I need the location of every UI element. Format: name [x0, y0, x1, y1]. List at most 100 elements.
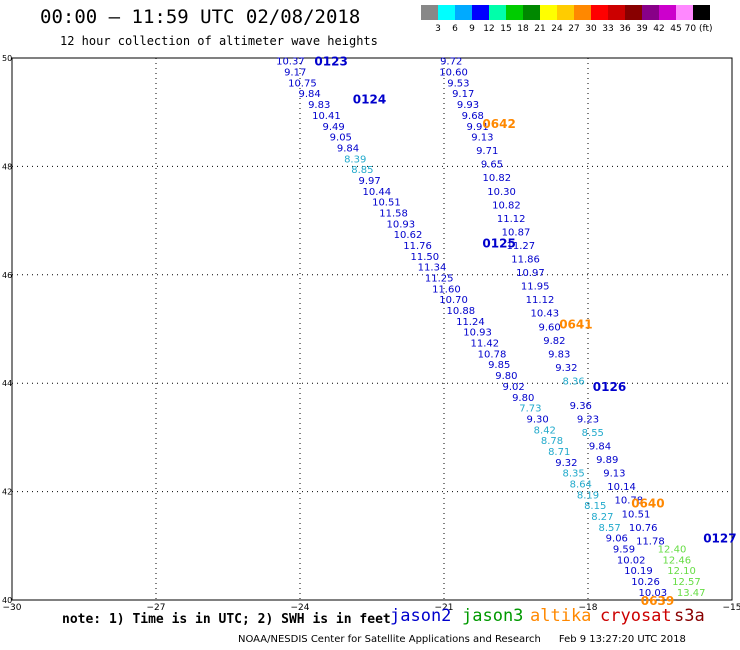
colorbar-label: 21: [534, 24, 546, 34]
pass-id-label: 0639: [641, 594, 674, 608]
legend-jason3: jason3: [462, 606, 524, 626]
swh-value-label: 9.72: [440, 57, 462, 68]
colorbar-swatch: [591, 5, 608, 20]
swh-value-label: 10.14: [607, 482, 636, 493]
swh-value-label: 9.97: [358, 176, 380, 187]
swh-value-label: 9.13: [471, 133, 493, 144]
swh-value-label: 9.32: [555, 363, 577, 374]
credit-text: NOAA/NESDIS Center for Satellite Applica…: [238, 634, 541, 645]
colorbar-swatch: [506, 5, 523, 20]
colorbar-swatch: [625, 5, 642, 20]
latitude-tick-label: 44: [2, 379, 12, 388]
swh-value-label: 11.34: [418, 263, 447, 274]
swh-value-label: 9.06: [606, 534, 628, 545]
swh-value-label: 10.93: [463, 328, 492, 339]
latitude-tick-label: 48: [2, 162, 12, 171]
map-subtitle: 12 hour collection of altimeter wave hei…: [60, 34, 378, 48]
latitude-tick-label: 42: [2, 488, 12, 497]
legend-altika: altika: [530, 606, 592, 626]
swh-value-label: 9.83: [548, 349, 570, 360]
swh-value-label: 10.82: [482, 173, 511, 184]
swh-value-label: 10.78: [614, 496, 643, 507]
swh-value-label: 10.70: [439, 295, 468, 306]
swh-value-label: 9.36: [570, 401, 592, 412]
swh-value-label: 11.27: [506, 241, 535, 252]
colorbar-label: 15: [500, 24, 512, 34]
colorbar-swatch: [540, 5, 557, 20]
legend-s3a: s3a: [674, 606, 705, 626]
swh-value-label: 10.51: [372, 198, 401, 209]
swh-value-label: 8.19: [577, 490, 599, 501]
swh-value-label: 9.68: [462, 111, 484, 122]
swh-value-label: 11.86: [511, 255, 540, 266]
swh-value-label: 10.93: [386, 219, 415, 230]
swh-value-label: 9.91: [466, 122, 488, 133]
swh-value-label: 10.26: [631, 577, 660, 588]
colorbar-label: 3: [435, 24, 441, 34]
map-frame: [11, 57, 733, 601]
pass-id-label: 0127: [703, 532, 736, 546]
swh-value-label: 9.17: [284, 68, 306, 79]
swh-value-label: 8.55: [582, 428, 604, 439]
swh-value-label: 9.32: [555, 458, 577, 469]
colorbar-swatch: [472, 5, 489, 20]
swh-value-label: 11.25: [425, 274, 454, 285]
swh-value-label: 9.13: [603, 469, 625, 480]
colorbar-swatch: [676, 5, 693, 20]
swh-value-label: 9.84: [298, 89, 320, 100]
swh-value-label: 9.89: [596, 455, 618, 466]
colorbar-swatch: [489, 5, 506, 20]
swh-value-label: 10.44: [362, 187, 391, 198]
colorbar-swatch: [438, 5, 455, 20]
swh-value-label: 13.47: [677, 588, 706, 599]
swh-value-label: 9.85: [488, 360, 510, 371]
swh-value-label: 12.57: [672, 577, 701, 588]
latitude-tick-label: 40: [2, 596, 12, 605]
longitude-tick-label: −27: [147, 603, 166, 613]
pass-id-label: 0125: [482, 236, 515, 250]
swh-value-label: 9.60: [538, 322, 560, 333]
swh-value-label: 10.41: [312, 111, 341, 122]
swh-value-label: 9.59: [613, 545, 635, 556]
pass-id-label: 0641: [559, 318, 592, 332]
swh-value-label: 9.84: [337, 143, 359, 154]
colorbar-label: 24: [551, 24, 563, 34]
swh-value-label: 10.37: [276, 57, 305, 68]
colorbar-label: 33: [602, 24, 614, 34]
colorbar-swatch: [693, 5, 710, 20]
colorbar-label: 12: [483, 24, 495, 34]
colorbar-label: 36: [619, 24, 631, 34]
swh-value-label: 9.53: [447, 78, 469, 89]
swh-value-label: 11.50: [410, 252, 439, 263]
colorbar-swatch: [421, 5, 438, 20]
colorbar-swatch: [659, 5, 676, 20]
swh-value-label: 9.65: [481, 160, 503, 171]
colorbar-label: 27: [568, 24, 580, 34]
swh-value-label: 11.24: [456, 317, 485, 328]
swh-value-label: 9.02: [502, 382, 524, 393]
swh-value-label: 10.19: [624, 566, 653, 577]
swh-value-label: 8.78: [541, 436, 563, 447]
swh-value-label: 10.97: [516, 268, 545, 279]
legend-cryosat: cryosat: [600, 606, 672, 626]
colorbar-label: 18: [517, 24, 529, 34]
swh-value-label: 8.15: [584, 501, 606, 512]
swh-value-label: 9.17: [452, 89, 474, 100]
colorbar-swatch: [455, 5, 472, 20]
swh-value-label: 10.02: [617, 555, 646, 566]
swh-value-label: 12.40: [658, 545, 687, 556]
longitude-tick-label: −21: [435, 603, 454, 613]
swh-value-label: 9.71: [476, 146, 498, 157]
colorbar-swatch: [574, 5, 591, 20]
colorbar-label: 45: [670, 24, 682, 34]
generated-timestamp: Feb 9 13:27:20 UTC 2018: [558, 634, 686, 645]
colorbar-swatch: [608, 5, 625, 20]
swh-value-label: 10.75: [288, 78, 317, 89]
swh-value-label: 10.87: [502, 227, 531, 238]
pass-id-label: 0123: [314, 55, 347, 69]
swh-value-label: 8.71: [548, 447, 570, 458]
swh-value-label: 8.64: [570, 479, 592, 490]
colorbar-label: 42: [653, 24, 665, 34]
pass-id-label: 0642: [482, 117, 515, 131]
